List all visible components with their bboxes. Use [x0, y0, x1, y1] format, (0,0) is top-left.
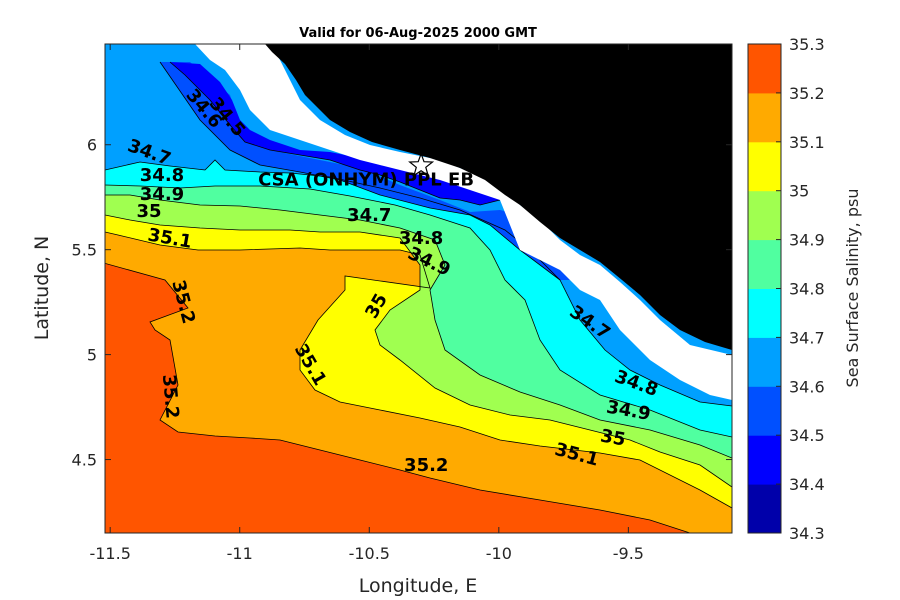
land-mass [265, 44, 732, 350]
colorbar-tick-label: 34.9 [789, 231, 825, 250]
colorbar: 34.3 34.4 34.5 34.6 34.7 34.8 34.9 35 35.1 35.2 35… [747, 35, 862, 543]
y-axis-label: Latitude, N [31, 236, 53, 341]
y-tick-label: 5.5 [72, 241, 97, 260]
axes-frame [104, 43, 733, 534]
x-tick-label: -10.5 [349, 544, 390, 563]
site-star-icon [408, 151, 435, 177]
figure-title: Valid for 06-Aug-2025 2000 GMT [299, 26, 537, 41]
colorbar-swatch [748, 435, 781, 485]
contour-label: 34.8 [399, 228, 443, 249]
colorbar-swatches [748, 44, 781, 534]
colorbar-tick-label: 34.6 [789, 377, 825, 396]
colorbar-tick-label: 35.1 [789, 133, 825, 152]
site-marker-layer: CSA (ONHYM) PPL EB [258, 151, 474, 191]
y-axis-ticks: 4.5 5 5.5 6 [72, 136, 732, 470]
y-tick-label: 5 [87, 346, 97, 365]
x-axis-label: Longitude, E [359, 575, 478, 597]
colorbar-swatch [748, 44, 781, 94]
contour-label: 34.7 [347, 205, 391, 226]
map-axes: 34.534.634.734.834.93535.135.235.235.135… [72, 43, 733, 563]
colorbar-tick-label: 34.4 [789, 475, 825, 494]
contour-label: 34.9 [140, 184, 184, 205]
colorbar-tick-label: 34.3 [789, 524, 825, 543]
colorbar-swatch [748, 190, 781, 241]
colorbar-swatch [748, 484, 781, 534]
land-layer [195, 44, 732, 400]
x-tick-label: -9.5 [613, 544, 644, 563]
contour-label: 35 [599, 426, 627, 451]
contour-label: 35.2 [404, 455, 448, 476]
site-label: CSA (ONHYM) PPL EB [258, 170, 474, 191]
contour-label: 34.8 [140, 165, 184, 186]
x-tick-label: -11 [227, 544, 253, 563]
y-tick-label: 6 [87, 136, 97, 155]
colorbar-tick-label: 34.5 [789, 426, 825, 445]
colorbar-swatch [748, 141, 781, 192]
band-34.5 [170, 62, 500, 205]
contour-label: 35 [137, 201, 162, 222]
contour-lines [105, 61, 732, 533]
x-tick-label: -10 [486, 544, 512, 563]
colorbar-swatch [748, 239, 781, 289]
colorbar-tick-label: 34.8 [789, 280, 825, 299]
colorbar-swatch [748, 386, 781, 436]
colorbar-tick-label: 35 [789, 182, 809, 201]
colorbar-swatch [748, 92, 781, 143]
colorbar-tick-label: 35.2 [789, 84, 825, 103]
x-tick-label: -11.5 [89, 544, 130, 563]
colorbar-swatch [748, 337, 781, 387]
colorbar-ticks: 34.3 34.4 34.5 34.6 34.7 34.8 34.9 35 35.1 35.2 35… [776, 35, 825, 543]
colorbar-label: Sea Surface Salinity, psu [843, 189, 862, 388]
x-axis-ticks: -11.5 -11 -10.5 -10 -9.5 [89, 44, 644, 563]
colorbar-tick-label: 35.3 [789, 35, 825, 54]
colorbar-tick-label: 34.7 [789, 328, 825, 347]
y-tick-label: 4.5 [72, 451, 97, 470]
coastal-nodata-mask [195, 44, 732, 400]
colorbar-swatch [748, 288, 781, 338]
contour-label: 35.2 [158, 373, 183, 419]
